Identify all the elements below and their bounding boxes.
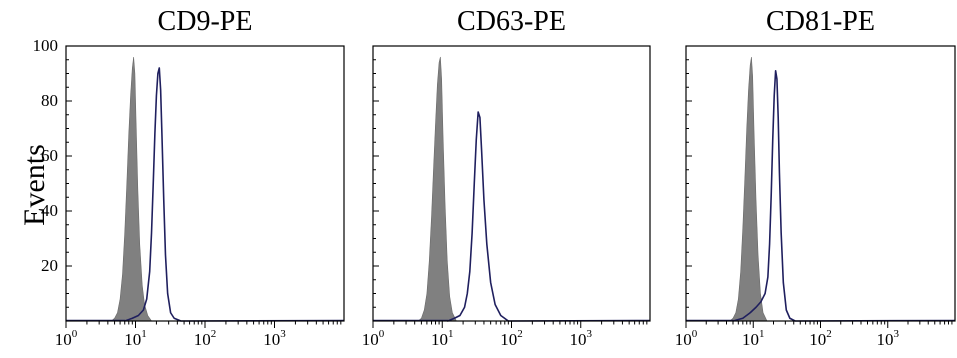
panel-3-isotype-histogram bbox=[729, 56, 768, 322]
y-tick-label-100: 100 bbox=[33, 36, 59, 55]
y-tick-label-40: 40 bbox=[41, 201, 58, 220]
panel-2-title: CD63-PE bbox=[457, 6, 566, 37]
x-tick-exponent: 0 bbox=[692, 328, 698, 340]
panel-3-title: CD81-PE bbox=[766, 6, 875, 37]
panel-2-stain-histogram bbox=[373, 111, 651, 322]
panel-1-x-tick-label-0: 100 bbox=[55, 328, 78, 349]
panel-2-x-tick-label-3: 103 bbox=[570, 328, 593, 349]
panel-1-stain-histogram bbox=[66, 67, 345, 322]
x-tick-base: 10 bbox=[570, 330, 587, 349]
panel-3-x-tick-label-1: 101 bbox=[742, 328, 765, 349]
x-tick-base: 10 bbox=[263, 330, 280, 349]
panel-1-isotype-histogram bbox=[110, 56, 153, 322]
panel-3-x-tick-label-2: 102 bbox=[809, 328, 832, 349]
x-tick-exponent: 2 bbox=[517, 328, 523, 340]
x-tick-base: 10 bbox=[742, 330, 759, 349]
y-tick-labels: 20 40 60 80 100 bbox=[33, 36, 59, 275]
x-tick-exponent: 3 bbox=[280, 328, 286, 340]
panel-2-x-tick-label-2: 102 bbox=[500, 328, 523, 349]
x-tick-base: 10 bbox=[194, 330, 211, 349]
y-tick-label-80: 80 bbox=[41, 91, 58, 110]
panel-2-frame bbox=[372, 45, 651, 322]
x-tick-exponent: 3 bbox=[894, 328, 900, 340]
panel-1-title: CD9-PE bbox=[158, 6, 253, 37]
y-axis-label-group: Events bbox=[18, 144, 51, 226]
panel-3-x-tick-label-3: 103 bbox=[877, 328, 900, 349]
x-tick-exponent: 1 bbox=[448, 328, 454, 340]
x-tick-base: 10 bbox=[124, 330, 141, 349]
x-tick-base: 10 bbox=[675, 330, 692, 349]
x-tick-exponent: 0 bbox=[72, 328, 78, 340]
x-tick-exponent: 2 bbox=[211, 328, 217, 340]
x-tick-base: 10 bbox=[55, 330, 72, 349]
x-tick-exponent: 0 bbox=[379, 328, 385, 340]
panel-2-x-tick-label-0: 100 bbox=[362, 328, 385, 349]
panel-2-x-tick-label-1: 101 bbox=[431, 328, 454, 349]
panel-3-stain-histogram bbox=[686, 69, 956, 322]
x-tick-base: 10 bbox=[362, 330, 379, 349]
panel-1-x-tick-label-1: 101 bbox=[124, 328, 147, 349]
x-tick-exponent: 1 bbox=[759, 328, 765, 340]
x-tick-base: 10 bbox=[877, 330, 894, 349]
y-axis-label: Events bbox=[18, 144, 51, 226]
panel-3-x-tick-label-0: 100 bbox=[675, 328, 698, 349]
x-tick-base: 10 bbox=[500, 330, 517, 349]
y-tick-label-60: 60 bbox=[41, 146, 58, 165]
x-tick-exponent: 1 bbox=[141, 328, 147, 340]
panel-1-frame bbox=[65, 45, 345, 322]
x-tick-base: 10 bbox=[431, 330, 448, 349]
y-tick-label-20: 20 bbox=[41, 256, 58, 275]
x-tick-exponent: 2 bbox=[826, 328, 832, 340]
panel-1-x-tick-label-2: 102 bbox=[194, 328, 217, 349]
panel-2-isotype-histogram bbox=[417, 56, 457, 322]
x-tick-base: 10 bbox=[809, 330, 826, 349]
x-tick-exponent: 3 bbox=[587, 328, 593, 340]
panel-1-x-tick-label-3: 103 bbox=[263, 328, 286, 349]
panel-3-frame bbox=[685, 45, 956, 322]
